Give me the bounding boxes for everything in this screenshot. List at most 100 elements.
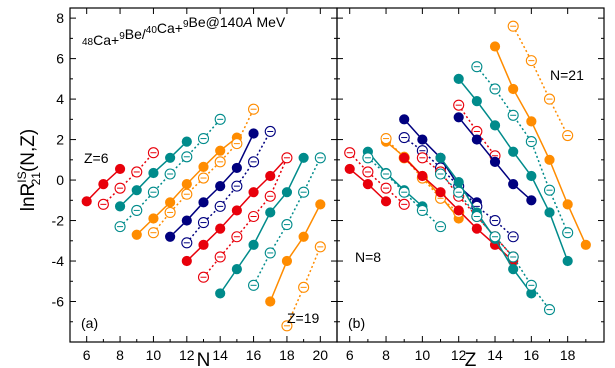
- data-point: [298, 152, 309, 163]
- annotation-z19: Z=19: [287, 310, 320, 326]
- annotation-n21: N=21: [550, 67, 584, 83]
- series-line-15: [512, 25, 569, 136]
- x-tick-label: 10: [146, 347, 162, 363]
- data-point: [131, 185, 142, 196]
- data-point: [399, 152, 410, 163]
- y-axis-title-sup: IS: [15, 171, 29, 182]
- series-line-14: [494, 46, 587, 246]
- data-point: [281, 187, 293, 198]
- data-point: [435, 152, 446, 163]
- x-tick-label: 8: [116, 347, 124, 363]
- data-point: [165, 152, 176, 163]
- panel-label: (a): [81, 315, 98, 331]
- panel-a: 6 8 10 12 14 16 18 20 -6 -4 -2 0 2 4 6 8 N (a) 48Ca+9Be/40…: [52, 7, 338, 368]
- data-point: [489, 41, 501, 52]
- data-point: [417, 170, 428, 182]
- y-axis-title: lnRIS21(N,Z): [15, 129, 43, 211]
- plot-frame: [336, 7, 605, 343]
- y-tick-label: 4: [56, 91, 64, 107]
- y-tick-label: -4: [52, 253, 65, 269]
- data-point: [81, 196, 92, 207]
- data-point: [508, 264, 519, 275]
- data-point: [489, 120, 501, 131]
- series-line-1: [349, 152, 405, 205]
- data-point: [453, 73, 464, 84]
- data-point: [508, 179, 519, 190]
- data-point: [362, 179, 373, 190]
- data-point: [544, 154, 555, 165]
- data-point: [198, 239, 209, 250]
- data-point: [471, 223, 482, 234]
- data-point: [181, 179, 192, 190]
- data-point: [181, 215, 192, 226]
- data-point: [98, 179, 109, 190]
- data-point: [215, 145, 226, 156]
- y-tick-label: 8: [56, 10, 64, 26]
- data-point: [215, 181, 226, 192]
- x-tick-label: 18: [279, 347, 295, 363]
- data-point: [148, 167, 159, 179]
- data-point: [215, 223, 226, 234]
- data-point: [453, 176, 464, 188]
- data-point: [215, 288, 226, 299]
- data-point: [198, 197, 209, 208]
- data-point: [453, 205, 464, 216]
- y-tick-label: 6: [56, 51, 64, 67]
- data-point: [526, 116, 537, 127]
- data-point: [231, 264, 242, 275]
- data-point: [181, 255, 192, 267]
- annotation-z6: Z=6: [84, 150, 109, 166]
- x-axis-title: N: [197, 350, 211, 368]
- x-tick-label: 10: [415, 347, 431, 363]
- data-point: [231, 205, 242, 216]
- x-axis-title: Z: [465, 350, 477, 368]
- y-axis-title-sub: 21: [29, 172, 43, 186]
- data-point: [435, 187, 446, 198]
- data-point: [165, 231, 176, 242]
- data-point: [198, 161, 209, 173]
- data-point: [380, 196, 392, 207]
- data-point: [165, 197, 176, 208]
- data-point: [526, 170, 537, 182]
- data-point: [181, 136, 192, 147]
- data-point: [508, 83, 519, 95]
- data-point: [231, 162, 242, 174]
- data-point: [508, 146, 519, 157]
- data-point: [399, 114, 410, 125]
- data-point: [265, 296, 276, 307]
- y-axis-title-main: lnR: [18, 183, 39, 212]
- y-tick-label: -6: [52, 294, 65, 310]
- data-point: [148, 213, 159, 224]
- x-tick-label: 6: [83, 347, 91, 363]
- series-line-2: [367, 151, 423, 207]
- data-point: [114, 201, 126, 212]
- data-point: [131, 229, 142, 240]
- data-point: [298, 231, 309, 242]
- x-tick-label: 14: [487, 347, 503, 363]
- data-point: [344, 163, 355, 175]
- panel-b: 6 8 10 12 14 16 18 Z (b) N=8 N=21: [336, 7, 605, 368]
- y-axis-title-args: (N,Z): [18, 129, 39, 172]
- svg-text:lnRIS21(N,Z): lnRIS21(N,Z): [15, 129, 43, 211]
- y-tick-label: -2: [52, 213, 65, 229]
- data-point: [248, 239, 259, 250]
- data-point: [417, 134, 428, 145]
- annotation-n8: N=8: [355, 249, 381, 265]
- data-point: [248, 128, 259, 139]
- x-tick-label: 12: [179, 347, 195, 363]
- x-tick-label: 16: [246, 347, 262, 363]
- series-line-12: [269, 204, 321, 302]
- y-tick-label: 2: [56, 132, 64, 148]
- data-point: [265, 170, 276, 182]
- data-point: [580, 239, 591, 250]
- data-point: [526, 195, 537, 206]
- chart-title: 48Ca+9Be/40Ca+9Be@140A MeV: [82, 14, 286, 48]
- series-line-1: [102, 152, 155, 205]
- x-tick-label: 18: [560, 347, 576, 363]
- x-tick-label: 16: [524, 347, 540, 363]
- y-tick-label: 0: [56, 172, 64, 188]
- panel-label: (b): [348, 315, 365, 331]
- data-point: [562, 199, 573, 210]
- x-tick-label: 12: [451, 347, 467, 363]
